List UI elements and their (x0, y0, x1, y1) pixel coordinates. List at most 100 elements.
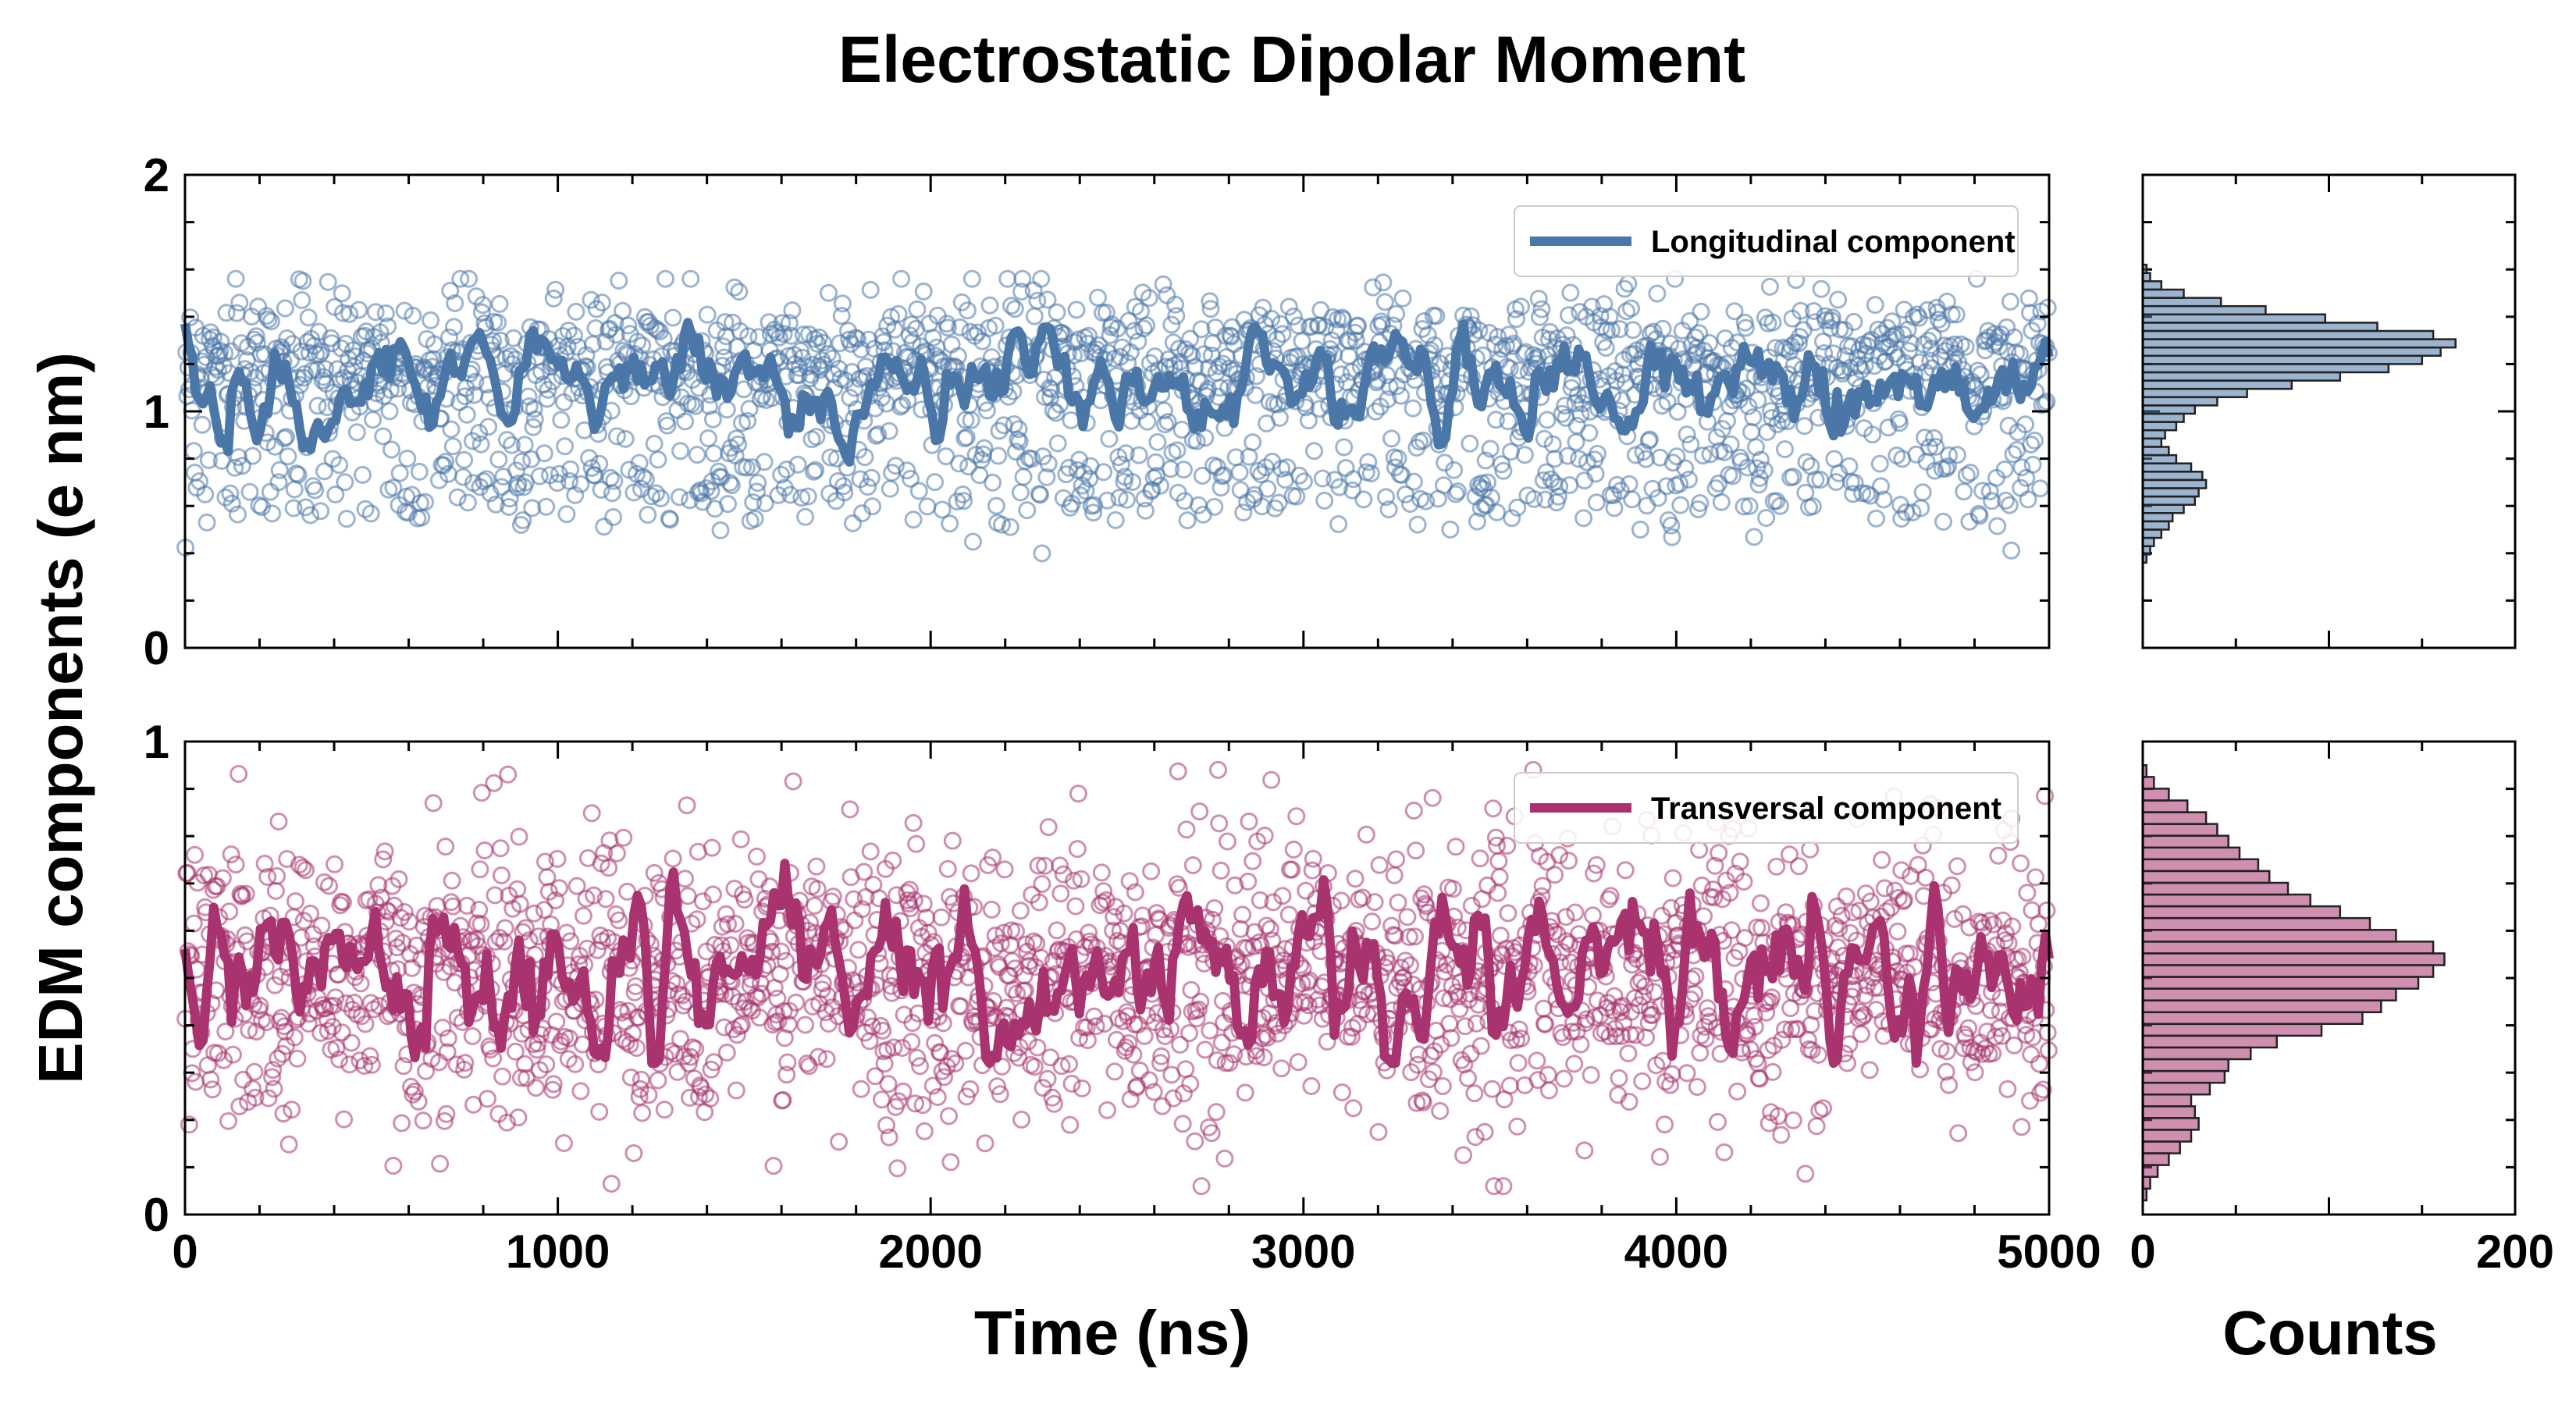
transversal-point (1645, 983, 1663, 1001)
longitudinal-point (1829, 290, 1848, 309)
transversal-point (1401, 956, 1419, 975)
longitudinal-point (892, 269, 911, 288)
transversal-point (1688, 1078, 1706, 1096)
longitudinal-point (1663, 528, 1681, 546)
transversal-point (1104, 921, 1123, 940)
longitudinal-histogram-bar (2141, 363, 2390, 374)
longitudinal-point (619, 316, 638, 335)
transversal-point (1210, 814, 1229, 833)
longitudinal-point (571, 475, 590, 493)
transversal-point (1004, 980, 1023, 999)
longitudinal-point (1089, 288, 1107, 307)
transversal-point (495, 932, 514, 951)
longitudinal-point (301, 506, 320, 525)
longitudinal-point (961, 322, 980, 341)
transversal-point (1550, 846, 1569, 864)
transversal-point (433, 1019, 452, 1037)
transversal-point (1153, 1097, 1172, 1115)
transversal-point (1215, 1149, 1234, 1168)
transversal-histogram-bar (2141, 952, 2446, 966)
transversal-point (203, 1080, 222, 1099)
longitudinal-point (1548, 329, 1567, 347)
transversal-point (1016, 981, 1034, 1000)
transversal-point (721, 936, 740, 955)
transversal-point (880, 1128, 898, 1147)
transversal-point (1587, 855, 1606, 874)
longitudinal-point (1051, 395, 1069, 414)
longitudinal-point (2004, 445, 2023, 464)
transversal-point (904, 813, 923, 832)
transversal-point (852, 1080, 870, 1098)
longitudinal-point (443, 437, 462, 456)
longitudinal-point (1913, 483, 1932, 502)
transversal-point (537, 1055, 556, 1074)
longitudinal-point (799, 487, 817, 506)
transversal-point (1619, 1044, 1638, 1062)
transversal-point (1389, 893, 1407, 912)
longitudinal-point (380, 402, 399, 421)
longitudinal-point (1763, 313, 1782, 332)
longitudinal-point (489, 450, 508, 469)
transversal-point (1186, 1132, 1204, 1151)
transversal-point (946, 1054, 965, 1072)
longitudinal-point (782, 326, 801, 345)
transversal-point (1212, 861, 1230, 880)
transversal-point (1038, 1069, 1057, 1088)
transversal-point (498, 1113, 516, 1132)
longitudinal-point (1112, 455, 1130, 474)
transversal-point (1220, 1054, 1239, 1072)
transversal-point (1252, 937, 1270, 955)
longitudinal-point (1529, 290, 1548, 308)
transversal-point (777, 951, 795, 970)
longitudinal-point (230, 293, 249, 312)
transversal-point (1875, 879, 1894, 898)
longitudinal-point (384, 478, 403, 497)
transversal-point (1019, 1032, 1037, 1051)
longitudinal-point (1359, 453, 1378, 471)
transversal-histogram-bar (2141, 846, 2241, 861)
longitudinal-point (863, 497, 882, 516)
longitudinal-point (1193, 467, 1212, 485)
longitudinal-point (1293, 332, 1311, 350)
transversal-point (845, 911, 864, 930)
transversal-point (1560, 852, 1578, 870)
longitudinal-point (1297, 398, 1315, 417)
longitudinal-point (670, 488, 688, 507)
longitudinal-point (285, 480, 304, 499)
longitudinal-point (1380, 378, 1399, 397)
transversal-point (350, 1051, 369, 1070)
transversal-point (491, 839, 510, 858)
transversal-point (1406, 927, 1424, 946)
longitudinal-point (1725, 302, 1744, 321)
longitudinal-point (1921, 351, 1940, 370)
transversal-point (1176, 1060, 1195, 1079)
longitudinal-point (962, 411, 980, 429)
transversal-point (1183, 856, 1202, 874)
transversal-point (1633, 1072, 1652, 1090)
longitudinal-point (246, 368, 265, 387)
transversal-point (928, 1088, 947, 1106)
longitudinal-point (957, 428, 976, 446)
longitudinal-point (1167, 307, 1186, 325)
longitudinal-point (390, 464, 409, 482)
longitudinal-point (270, 461, 289, 479)
transversal-point (1661, 1076, 1680, 1094)
longitudinal-point (1190, 496, 1208, 514)
x-tick-label-time: 3000 (1251, 1225, 1355, 1278)
longitudinal-point (1031, 486, 1049, 504)
longitudinal-point (1343, 481, 1361, 500)
transversal-point (1456, 1017, 1475, 1036)
transversal-point (1566, 903, 1585, 922)
longitudinal-point (1942, 305, 1961, 324)
longitudinal-point (705, 444, 724, 463)
longitudinal-point (941, 514, 959, 533)
longitudinal-point (645, 435, 664, 453)
longitudinal-point (1270, 408, 1289, 427)
longitudinal-point (818, 345, 837, 363)
transversal-point (2018, 884, 2037, 902)
longitudinal-point (1587, 493, 1606, 512)
longitudinal-point (1023, 450, 1041, 468)
transversal-point (1772, 1126, 1791, 1144)
longitudinal-point (1009, 430, 1027, 449)
transversal-histogram-bar (2141, 964, 2435, 978)
